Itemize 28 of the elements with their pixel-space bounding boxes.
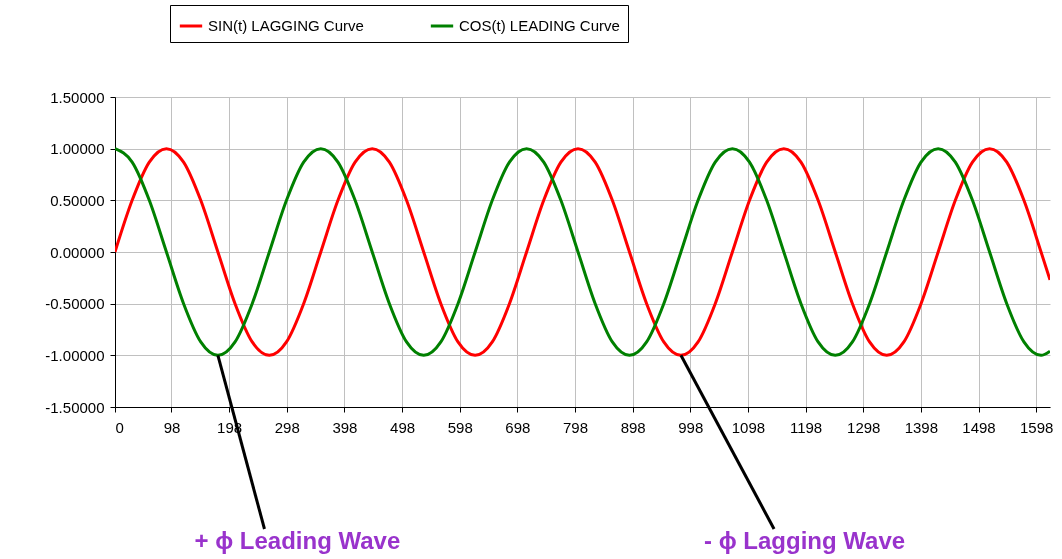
annotation: + ϕ Leading Wave: [194, 527, 401, 554]
x-tick-label: 1198: [789, 418, 823, 436]
legend-label: SIN(t) LAGGING Curve: [208, 17, 364, 34]
x-tick-label: 1098: [731, 418, 766, 436]
x-tick-label: 0: [115, 418, 124, 436]
y-tick-label: -1.00000: [45, 346, 105, 364]
x-tick-label: 598: [447, 418, 473, 436]
y-tick-label: -1.50000: [45, 398, 105, 416]
y-tick-label: 1.00000: [50, 140, 105, 158]
x-tick-label: 1598: [1019, 418, 1054, 436]
y-tick-label: 0.50000: [50, 191, 105, 209]
x-tick-label: 698: [505, 418, 531, 436]
x-tick-label: 798: [562, 418, 589, 436]
x-tick-label: 1398: [904, 418, 939, 436]
y-tick-label: 0.00000: [50, 243, 105, 261]
x-tick-label: 98: [163, 418, 181, 436]
legend-label: COS(t) LEADING Curve: [459, 17, 620, 34]
x-tick-label: 1498: [962, 418, 996, 436]
line-series: [115, 147, 1050, 357]
x-tick-label: 898: [620, 418, 646, 436]
x-tick-label: 1298: [847, 418, 881, 436]
annotation: - ϕ Lagging Wave: [704, 527, 906, 554]
x-tick-label: 298: [274, 418, 300, 436]
y-tick-label: 1.50000: [50, 88, 105, 106]
x-tick-label: 498: [390, 418, 416, 436]
x-tick-label: 998: [678, 418, 704, 436]
y-tick-label: -0.50000: [45, 295, 105, 313]
x-tick-label: 398: [332, 418, 358, 436]
